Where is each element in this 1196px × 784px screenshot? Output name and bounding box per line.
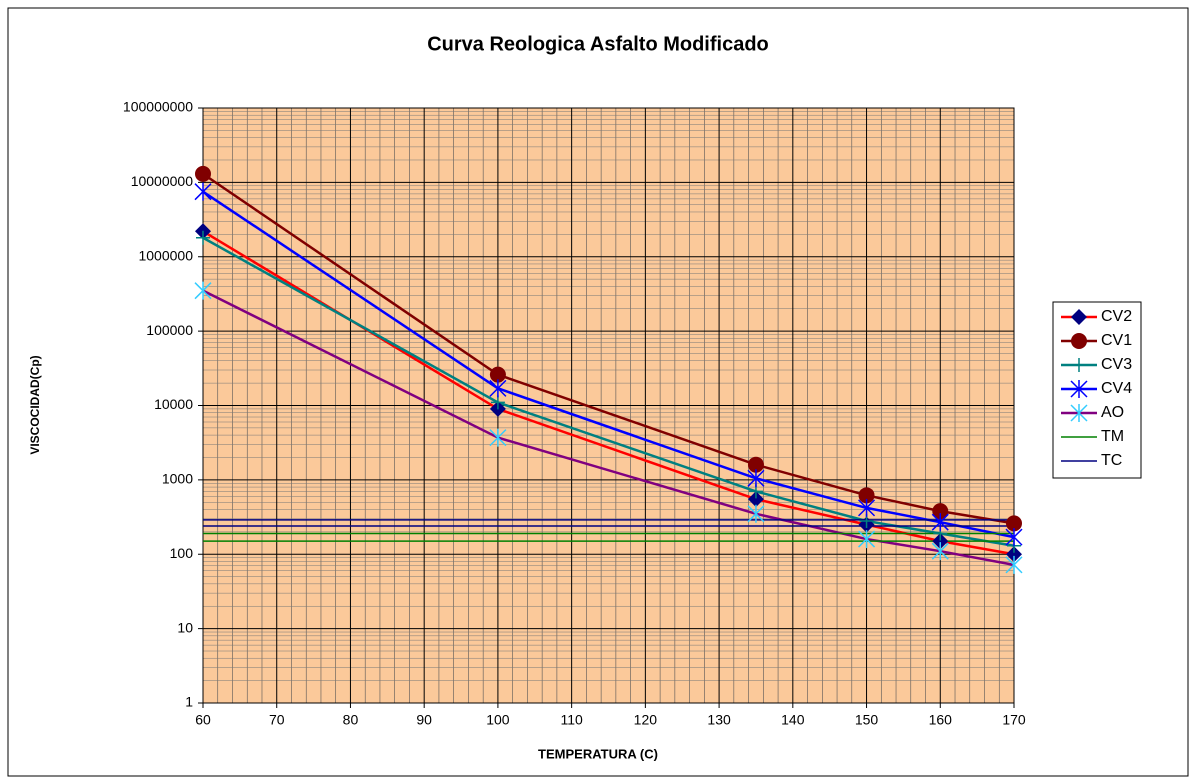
series-line [202,190,1015,539]
marker [747,469,765,488]
marker [1071,333,1087,349]
marker [489,428,507,447]
y-axis-label: VISCOCIDAD(Cp) [28,355,42,454]
marker [489,366,506,383]
marker [490,395,505,410]
marker [858,498,876,517]
y-tick-label: 1000000 [138,247,193,263]
x-tick-label: 100 [486,712,510,728]
marker [1005,528,1023,547]
y-tick-label: 10000000 [131,173,194,189]
marker [194,281,212,300]
x-tick-label: 80 [343,712,359,728]
marker [1005,555,1023,574]
x-tick-label: 120 [634,712,658,728]
y-tick-label: 10 [177,619,193,635]
y-tick-label: 100000 [146,322,193,338]
x-tick-label: 130 [707,712,731,728]
x-tick-label: 160 [929,712,953,728]
plot-frame [202,107,1015,704]
y-tick-label: 10000 [154,396,193,412]
x-tick-label: 90 [416,712,432,728]
marker [932,533,949,550]
x-axis-label: TEMPERATURA (C) [538,746,658,761]
legend-label: CV4 [1101,380,1132,397]
marker [1006,546,1022,563]
marker [1070,380,1088,398]
marker [747,504,765,523]
y-tick-label: 1 [185,694,193,710]
legend-label: TC [1101,452,1122,469]
marker [858,530,876,549]
y-tick-label: 100000000 [123,99,193,115]
legend: CV2 CV1 CV3 CV4 AO TM TC [1052,301,1142,479]
chart-title: Curva Reologica Asfalto Modificado [427,33,769,55]
x-tick-label: 110 [560,712,583,728]
series-line [202,230,1015,556]
legend-label: CV2 [1101,308,1132,325]
marker [858,487,875,504]
marker [196,230,210,245]
x-tick-label: 70 [269,712,285,728]
legend-label: CV3 [1101,356,1132,373]
x-tick-label: 170 [1002,712,1026,728]
legend-label: AO [1101,404,1124,421]
marker [931,513,949,532]
x-tick-label: 60 [195,712,211,728]
y-tick-label: 100 [170,545,194,561]
marker [489,379,507,398]
series-line [202,236,1015,548]
marker [194,182,212,201]
marker [747,456,764,473]
y-tick-label: 1000 [162,471,193,487]
marker [1070,404,1088,422]
marker [932,503,949,520]
marker [747,491,764,508]
x-tick-label: 150 [855,712,879,728]
x-tick-label: 140 [781,712,805,728]
marker [1006,515,1022,532]
marker [931,542,949,561]
marker [1071,309,1087,325]
legend-label: CV1 [1101,332,1132,349]
marker [1072,358,1086,372]
series-line [202,172,1015,525]
marker [195,165,211,182]
legend-label: TM [1101,428,1124,445]
